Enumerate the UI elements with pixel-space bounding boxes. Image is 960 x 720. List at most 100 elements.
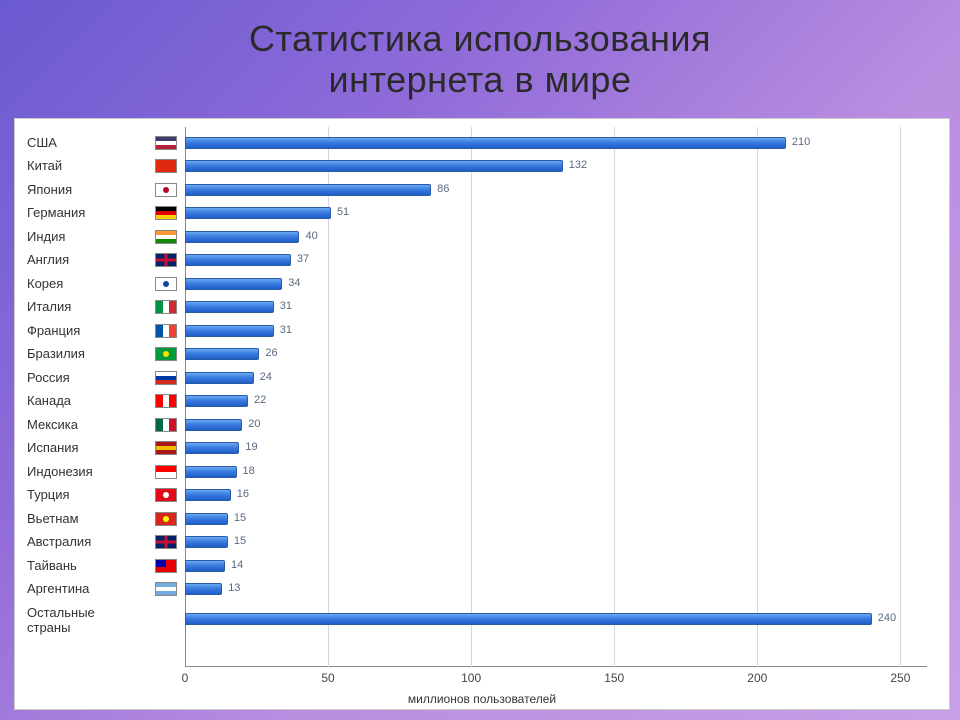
flag-icon <box>155 324 177 338</box>
gridline <box>757 127 758 667</box>
country-label: Китай <box>27 158 62 173</box>
flag-icon <box>155 559 177 573</box>
country-label: Вьетнам <box>27 511 79 526</box>
country-label: Турция <box>27 487 70 502</box>
bar <box>185 301 274 313</box>
bar <box>185 442 239 454</box>
flag-icon <box>155 441 177 455</box>
bar <box>185 325 274 337</box>
flag-icon <box>155 136 177 150</box>
value-label: 16 <box>237 488 249 500</box>
bar <box>185 489 231 501</box>
flag-icon <box>155 253 177 267</box>
slide: Статистика использования интернета в мир… <box>0 0 960 720</box>
flag-icon <box>155 512 177 526</box>
x-tick: 100 <box>461 671 481 685</box>
country-label: Франция <box>27 323 80 338</box>
value-label: 40 <box>305 230 317 242</box>
flag-icon <box>155 394 177 408</box>
bar <box>185 207 331 219</box>
country-label: Индия <box>27 229 65 244</box>
flag-icon <box>155 230 177 244</box>
value-label: 34 <box>288 277 300 289</box>
country-label: Корея <box>27 276 63 291</box>
country-label: Италия <box>27 299 71 314</box>
x-tick: 150 <box>604 671 624 685</box>
country-label: Япония <box>27 182 72 197</box>
bar <box>185 278 282 290</box>
flag-icon <box>155 300 177 314</box>
bar <box>185 160 563 172</box>
country-label: Испания <box>27 440 79 455</box>
value-label: 51 <box>337 206 349 218</box>
flag-icon <box>155 488 177 502</box>
plot-area: 2101328651403734313126242220191816151514… <box>185 127 927 667</box>
country-label: Канада <box>27 393 71 408</box>
x-tick: 200 <box>747 671 767 685</box>
bar <box>185 137 786 149</box>
bar <box>185 583 222 595</box>
value-label: 31 <box>280 324 292 336</box>
bar <box>185 513 228 525</box>
value-label: 14 <box>231 559 243 571</box>
value-label: 15 <box>234 512 246 524</box>
bar <box>185 466 237 478</box>
flag-icon <box>155 277 177 291</box>
value-label: 18 <box>243 465 255 477</box>
country-label: Остальныестраны <box>27 605 95 635</box>
chart-panel: 2101328651403734313126242220191816151514… <box>14 118 950 710</box>
bar <box>185 419 242 431</box>
flag-icon <box>155 371 177 385</box>
flag-icon <box>155 535 177 549</box>
flag-icon <box>155 347 177 361</box>
flag-icon <box>155 183 177 197</box>
country-label: Австралия <box>27 534 91 549</box>
x-tick: 50 <box>321 671 334 685</box>
gridline <box>900 127 901 667</box>
page-title: Статистика использования интернета в мир… <box>0 18 960 101</box>
value-label: 31 <box>280 300 292 312</box>
country-label: Россия <box>27 370 70 385</box>
country-label: США <box>27 135 57 150</box>
bar <box>185 395 248 407</box>
flag-icon <box>155 206 177 220</box>
bar <box>185 560 225 572</box>
gridline <box>614 127 615 667</box>
value-label: 22 <box>254 394 266 406</box>
bar <box>185 348 259 360</box>
value-label: 132 <box>569 159 587 171</box>
flag-icon <box>155 418 177 432</box>
country-label: Бразилия <box>27 346 85 361</box>
flag-icon <box>155 159 177 173</box>
value-label: 13 <box>228 582 240 594</box>
x-axis <box>185 666 927 667</box>
title-line-1: Статистика использования <box>249 18 711 59</box>
bar <box>185 536 228 548</box>
bar <box>185 372 254 384</box>
value-label: 86 <box>437 183 449 195</box>
value-label: 26 <box>265 347 277 359</box>
value-label: 24 <box>260 371 272 383</box>
bar <box>185 254 291 266</box>
bar <box>185 613 872 625</box>
flag-icon <box>155 582 177 596</box>
x-tick: 250 <box>890 671 910 685</box>
bar <box>185 231 299 243</box>
value-label: 15 <box>234 535 246 547</box>
flag-icon <box>155 465 177 479</box>
country-label: Германия <box>27 205 85 220</box>
country-label: Мексика <box>27 417 78 432</box>
value-label: 37 <box>297 253 309 265</box>
gridline <box>471 127 472 667</box>
x-axis-label: миллионов пользователей <box>15 692 949 706</box>
x-tick: 0 <box>182 671 189 685</box>
country-label: Аргентина <box>27 581 89 596</box>
title-line-2: интернета в мире <box>329 59 632 100</box>
value-label: 210 <box>792 136 810 148</box>
country-label: Тайвань <box>27 558 77 573</box>
value-label: 240 <box>878 612 896 624</box>
value-label: 20 <box>248 418 260 430</box>
country-label: Индонезия <box>27 464 93 479</box>
country-label: Англия <box>27 252 69 267</box>
bar <box>185 184 431 196</box>
